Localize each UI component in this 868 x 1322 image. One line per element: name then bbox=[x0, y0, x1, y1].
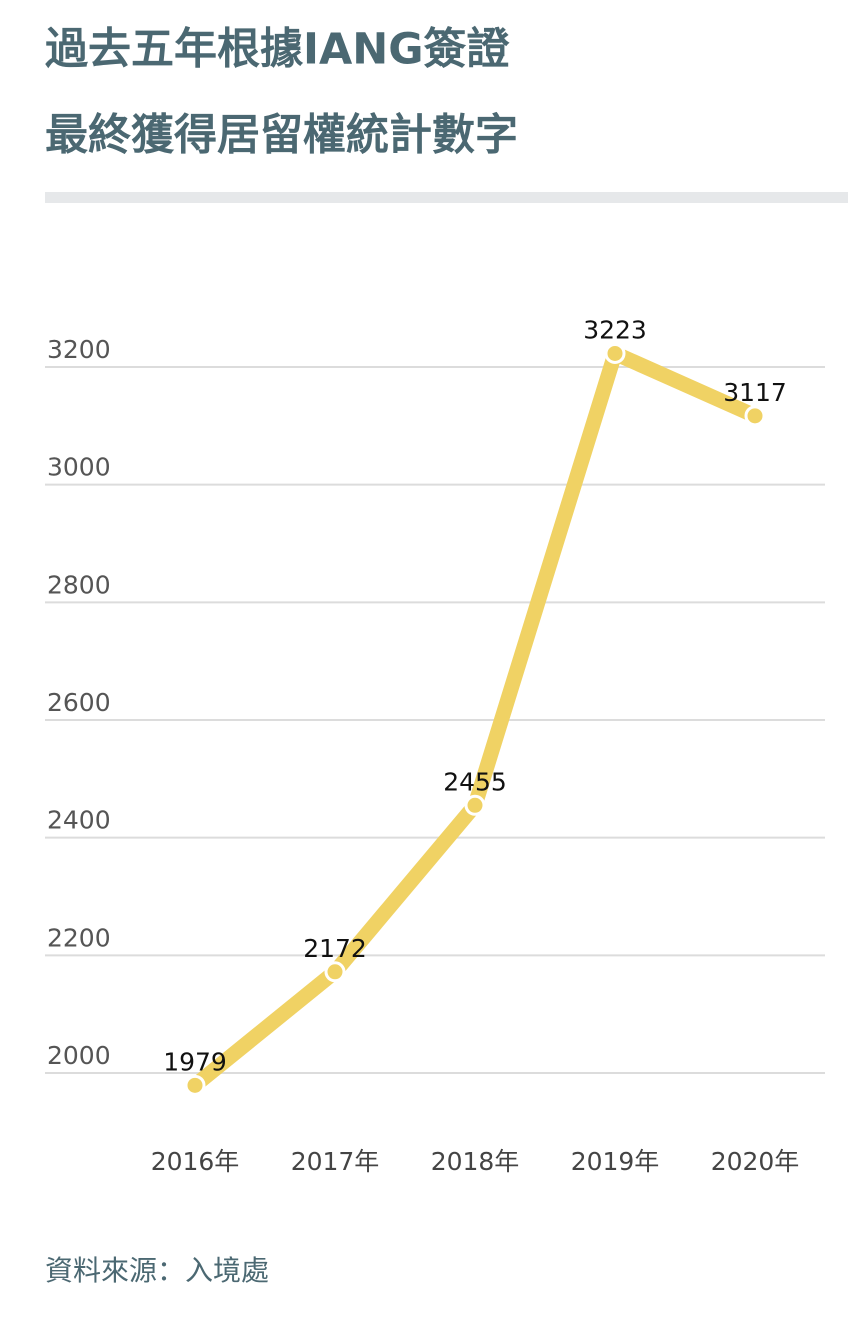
y-tick-label: 2200 bbox=[47, 923, 111, 952]
data-label: 1979 bbox=[163, 1047, 227, 1076]
y-tick-label: 3000 bbox=[47, 453, 111, 482]
x-tick-label: 2017年 bbox=[291, 1147, 380, 1176]
x-tick-label: 2018年 bbox=[431, 1147, 520, 1176]
y-tick-label: 2800 bbox=[47, 570, 111, 599]
source: 資料來源：入境處 bbox=[45, 1254, 269, 1287]
x-tick-label: 2019年 bbox=[571, 1147, 660, 1176]
y-tick-label: 2600 bbox=[47, 688, 111, 717]
point bbox=[464, 794, 486, 816]
point bbox=[744, 405, 766, 427]
point bbox=[604, 342, 626, 364]
x-tick-label: 2020年 bbox=[711, 1147, 800, 1176]
y-tick-label: 2400 bbox=[47, 806, 111, 835]
data-label: 3117 bbox=[723, 378, 787, 407]
y-tick-label: 2000 bbox=[47, 1041, 111, 1070]
data-label: 3223 bbox=[583, 315, 647, 344]
point bbox=[184, 1074, 206, 1096]
divider bbox=[45, 192, 848, 203]
y-tick-label: 3200 bbox=[47, 335, 111, 364]
data-label: 2455 bbox=[443, 767, 507, 796]
data-label: 2172 bbox=[303, 934, 367, 963]
chart-title: 最終獲得居留權統計數字 bbox=[45, 111, 518, 161]
x-tick-label: 2016年 bbox=[151, 1147, 240, 1176]
point bbox=[324, 961, 346, 983]
chart-title: 過去五年根據IANG簽證 bbox=[45, 25, 511, 75]
